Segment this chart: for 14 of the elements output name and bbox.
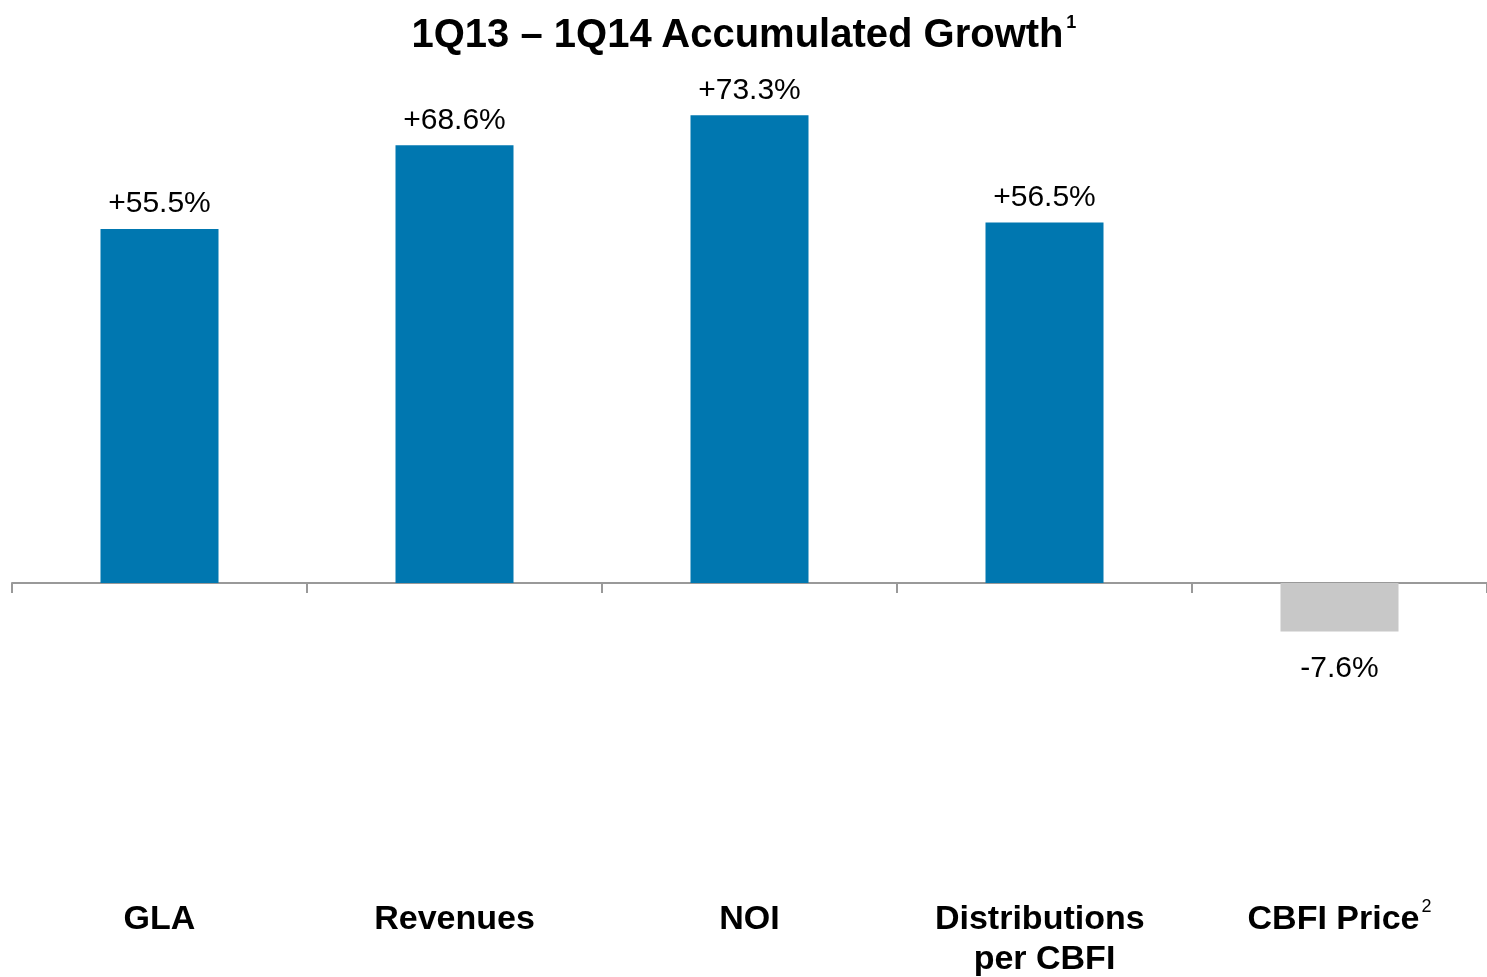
x-tick-label: Distributions per CBFI — [934, 898, 1155, 976]
data-label: +55.5% — [108, 185, 211, 219]
bar — [690, 115, 809, 584]
data-label: +73.3% — [698, 71, 801, 105]
data-label: +56.5% — [993, 179, 1096, 213]
x-tick-label: GLA — [123, 898, 196, 936]
bar — [1280, 583, 1399, 632]
x-tick-label: Revenues — [374, 898, 535, 936]
data-label: -7.6% — [1300, 650, 1379, 684]
bar — [395, 145, 514, 584]
bar — [985, 222, 1104, 584]
bar — [100, 228, 219, 584]
data-label: +68.6% — [403, 101, 506, 135]
x-tick-label: NOI — [719, 898, 780, 936]
